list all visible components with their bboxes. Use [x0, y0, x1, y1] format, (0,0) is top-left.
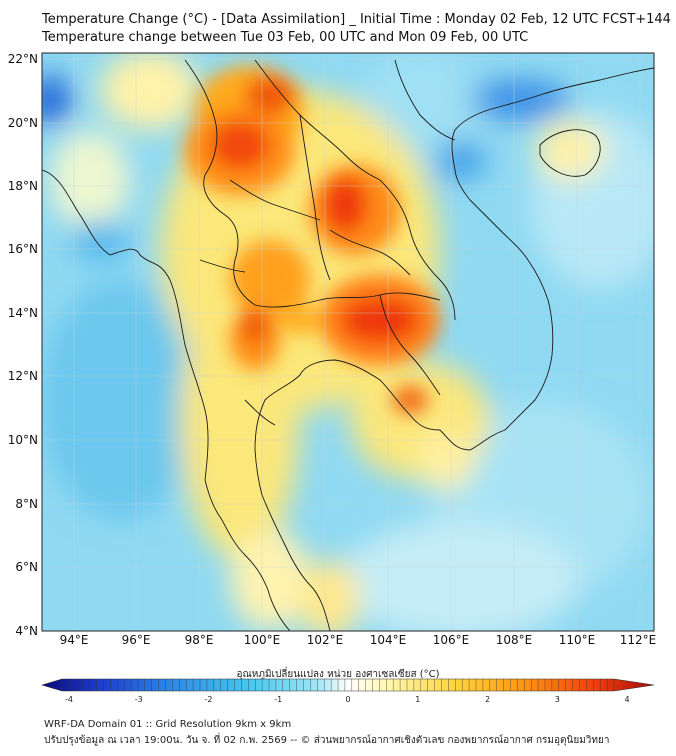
lon-label-104: 104°E [370, 633, 407, 647]
colorbar-tick-label: -1 [274, 695, 282, 704]
lat-label-6: 6°N [15, 560, 38, 574]
lon-label-110: 110°E [559, 633, 596, 647]
colorbar-tick-label: -4 [65, 695, 73, 704]
colorbar-tick-label: 4 [624, 695, 629, 704]
lat-label-22: 22°N [8, 52, 38, 66]
colorbar: -4 -3 -2 -1 0 1 2 3 4 [40, 678, 655, 704]
lon-label-98: 98°E [185, 633, 214, 647]
lat-label-8: 8°N [15, 497, 38, 511]
lat-label-18: 18°N [8, 179, 38, 193]
colorbar-tick-label: 0 [345, 695, 350, 704]
colorbar-title: อุณหภูมิเปลี่ยนแปลง หน่วย องศาเซลเซียส (… [236, 669, 440, 680]
longitude-labels: 94°E 96°E 98°E 100°E 102°E 104°E 106°E 1… [60, 633, 657, 647]
lon-label-108: 108°E [496, 633, 533, 647]
lon-label-100: 100°E [244, 633, 281, 647]
colorbar-tick-label: 3 [555, 695, 560, 704]
lon-label-106: 106°E [433, 633, 470, 647]
lat-label-12: 12°N [8, 369, 38, 383]
colorbar-tick-label: -2 [205, 695, 213, 704]
lat-label-4: 4°N [15, 624, 38, 638]
colorbar-ramp [42, 679, 654, 691]
colorbar-tick-label: 1 [415, 695, 420, 704]
lon-label-94: 94°E [60, 633, 89, 647]
lon-label-112: 112°E [620, 633, 657, 647]
temperature-change-map: 22°N 20°N 18°N 16°N 14°N 12°N 10°N 8°N 6… [8, 52, 657, 647]
map-frame [41, 52, 655, 632]
footer-model-info: WRF-DA Domain 01 :: Grid Resolution 9km … [44, 719, 292, 730]
footer-update-info: ปรับปรุงข้อมูล ณ เวลา 19:00น. วัน จ. ที่… [44, 735, 610, 746]
colorbar-tick-label: -3 [135, 695, 143, 704]
latitude-labels: 22°N 20°N 18°N 16°N 14°N 12°N 10°N 8°N 6… [8, 52, 38, 638]
lat-label-16: 16°N [8, 242, 38, 256]
map-title: Temperature Change (°C) - [Data Assimila… [42, 12, 671, 27]
lat-label-10: 10°N [8, 433, 38, 447]
temperature-field [42, 53, 654, 631]
map-subtitle: Temperature change between Tue 03 Feb, 0… [42, 30, 529, 45]
lon-label-96: 96°E [122, 633, 151, 647]
lat-label-20: 20°N [8, 116, 38, 130]
lat-label-14: 14°N [8, 306, 38, 320]
colorbar-tick-label: 2 [485, 695, 490, 704]
lon-label-102: 102°E [307, 633, 344, 647]
